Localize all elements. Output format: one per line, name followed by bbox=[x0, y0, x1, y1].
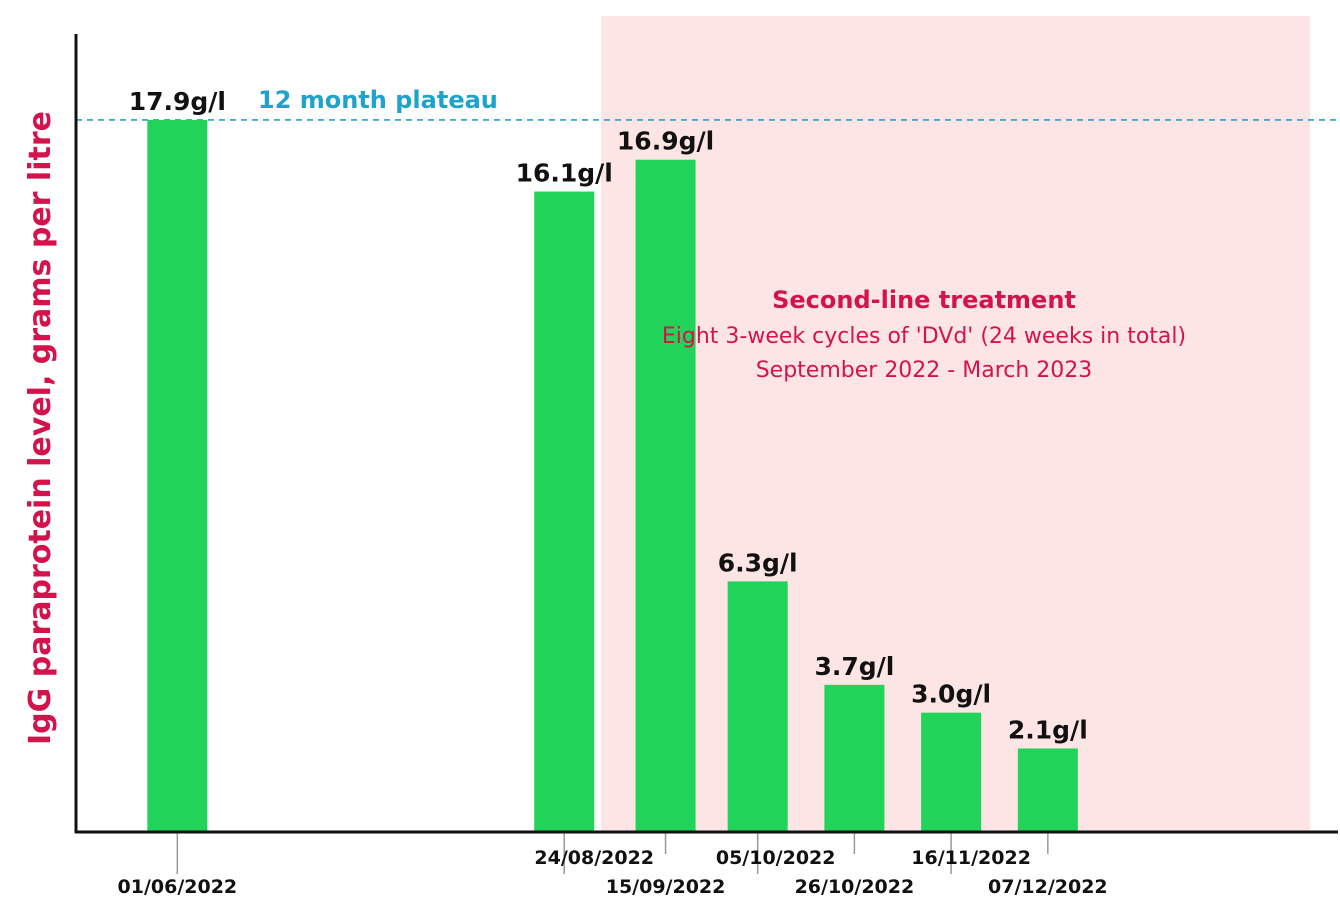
x-tick-label: 26/10/2022 bbox=[795, 876, 915, 898]
data-label: 6.3g/l bbox=[718, 548, 798, 577]
treatment-period: September 2022 - March 2023 bbox=[756, 358, 1093, 383]
x-tick-label: 05/10/2022 bbox=[716, 847, 836, 869]
data-label: 3.0g/l bbox=[911, 680, 991, 709]
bar bbox=[534, 191, 595, 833]
x-tick-label: 15/09/2022 bbox=[606, 876, 726, 898]
bar bbox=[635, 159, 696, 832]
data-label: 16.1g/l bbox=[516, 159, 613, 188]
treatment-description: Eight 3-week cycles of 'DVd' (24 weeks i… bbox=[662, 324, 1186, 349]
bar bbox=[147, 119, 208, 833]
axes-layer bbox=[74, 34, 1338, 874]
bar bbox=[921, 712, 982, 832]
bar bbox=[727, 581, 788, 832]
y-axis-label: IgG paraprotein level, grams per litre bbox=[23, 111, 58, 745]
text-layer: IgG paraprotein level, grams per litre 1… bbox=[23, 86, 1186, 898]
bars-layer bbox=[147, 119, 1078, 833]
background-layer bbox=[601, 16, 1310, 832]
data-label: 3.7g/l bbox=[814, 652, 894, 681]
bar bbox=[824, 684, 885, 832]
plateau-label: 12 month plateau bbox=[258, 86, 498, 114]
treatment-region bbox=[601, 16, 1310, 832]
bar bbox=[1017, 748, 1078, 832]
data-label: 16.9g/l bbox=[617, 127, 714, 156]
x-tick-label: 24/08/2022 bbox=[534, 847, 654, 869]
treatment-title: Second-line treatment bbox=[772, 286, 1076, 314]
data-label: 2.1g/l bbox=[1008, 715, 1088, 744]
x-tick-label: 07/12/2022 bbox=[988, 876, 1108, 898]
x-tick-label: 16/11/2022 bbox=[911, 847, 1031, 869]
x-tick-label: 01/06/2022 bbox=[118, 876, 238, 898]
data-label: 17.9g/l bbox=[129, 87, 226, 116]
